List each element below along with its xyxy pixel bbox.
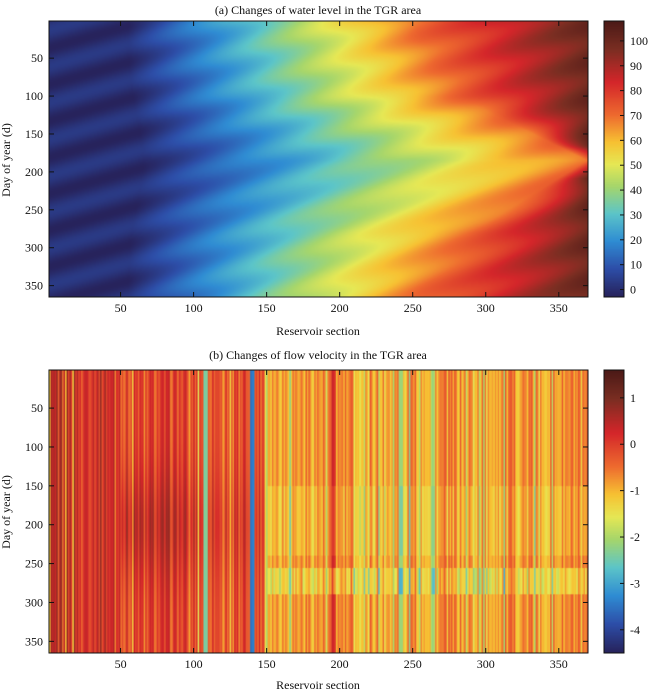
panel-b: (b) Changes of flow velocity in the TGR … <box>0 348 640 692</box>
panel-a-colorbar-tick-label: 100 <box>630 34 648 48</box>
panel-a-ytick-label: 300 <box>25 241 43 255</box>
panel-b-xtick-label: 50 <box>115 657 127 671</box>
panel-a-colorbar <box>604 21 624 297</box>
panel-b-xtick-label: 100 <box>185 657 203 671</box>
panel-b-ylabel: Day of year (d) <box>0 475 13 549</box>
panel-b-heatmap <box>49 370 588 653</box>
panel-b-title: (b) Changes of flow velocity in the TGR … <box>209 348 427 362</box>
panel-a-xtick-label: 150 <box>258 301 276 315</box>
panel-b-xtick-label: 300 <box>477 657 495 671</box>
panel-a-xtick-label: 100 <box>185 301 203 315</box>
panel-b-xtick-label: 150 <box>258 657 276 671</box>
panel-b-xtick-label: 250 <box>404 657 422 671</box>
panel-b-ytick-label: 150 <box>25 479 43 493</box>
panel-b-ytick-label: 100 <box>25 440 43 454</box>
panel-a-colorbar-tick-label: 60 <box>630 133 642 147</box>
panel-a-ytick-label: 100 <box>25 89 43 103</box>
panel-a-colorbar-tick-label: 30 <box>630 208 642 222</box>
panel-b-colorbar-frame <box>603 369 625 654</box>
panel-a-xtick-label: 200 <box>331 301 349 315</box>
panel-a-colorbar-tick-label: 90 <box>630 59 642 73</box>
panel-b-ytick-label: 250 <box>25 557 43 571</box>
panel-a-colorbar-tick-label: 40 <box>630 183 642 197</box>
panel-a-xtick-label: 50 <box>115 301 127 315</box>
panel-b-ytick-label: 350 <box>25 634 43 648</box>
panel-a-frame <box>48 20 589 298</box>
panel-b-ytick-label: 200 <box>25 518 43 532</box>
panel-b-xtick-label: 200 <box>331 657 349 671</box>
panel-b-xtick-label: 350 <box>550 657 568 671</box>
panel-b-frame <box>48 369 589 654</box>
panel-a-ytick-label: 200 <box>25 165 43 179</box>
panel-a-colorbar-tick-label: 80 <box>630 84 642 98</box>
panel-b-ytick-label: 50 <box>31 401 43 415</box>
panel-a-colorbar-tick-label: 20 <box>630 233 642 247</box>
panel-b-colorbar <box>604 370 624 653</box>
panel-b-ytick-label: 300 <box>25 595 43 609</box>
panel-a-xtick-label: 250 <box>404 301 422 315</box>
panel-a-ytick-label: 150 <box>25 127 43 141</box>
panel-a-colorbar-tick-label: 0 <box>630 283 636 297</box>
panel-a-ytick-label: 350 <box>25 279 43 293</box>
panel-b-colorbar-tick-label: -3 <box>630 576 640 590</box>
panel-a-colorbar-tick-label: 70 <box>630 108 642 122</box>
panel-b-colorbar-tick-label: 0 <box>630 437 636 451</box>
panel-a-xtick-label: 300 <box>477 301 495 315</box>
panel-a-colorbar-frame <box>603 20 625 298</box>
panel-a: (a) Changes of water level in the TGR ar… <box>0 3 648 338</box>
panel-a-heatmap <box>49 21 588 297</box>
panel-a-ylabel: Day of year (d) <box>0 123 13 197</box>
panel-b-colorbar-tick-label: -1 <box>630 484 640 498</box>
panel-a-colorbar-tick-label: 50 <box>630 158 642 172</box>
panel-b-xlabel: Reservoir section <box>276 678 360 692</box>
panel-a-xlabel: Reservoir section <box>276 324 360 338</box>
panel-a-ytick-label: 50 <box>31 51 43 65</box>
panel-a-colorbar-tick-label: 10 <box>630 258 642 272</box>
panel-b-colorbar-tick-label: -2 <box>630 530 640 544</box>
panel-b-colorbar-tick-label: -4 <box>630 623 640 637</box>
panel-b-colorbar-tick-label: 1 <box>630 391 636 405</box>
panel-a-xtick-label: 350 <box>550 301 568 315</box>
panel-a-title: (a) Changes of water level in the TGR ar… <box>215 3 422 17</box>
panel-a-ytick-label: 250 <box>25 203 43 217</box>
